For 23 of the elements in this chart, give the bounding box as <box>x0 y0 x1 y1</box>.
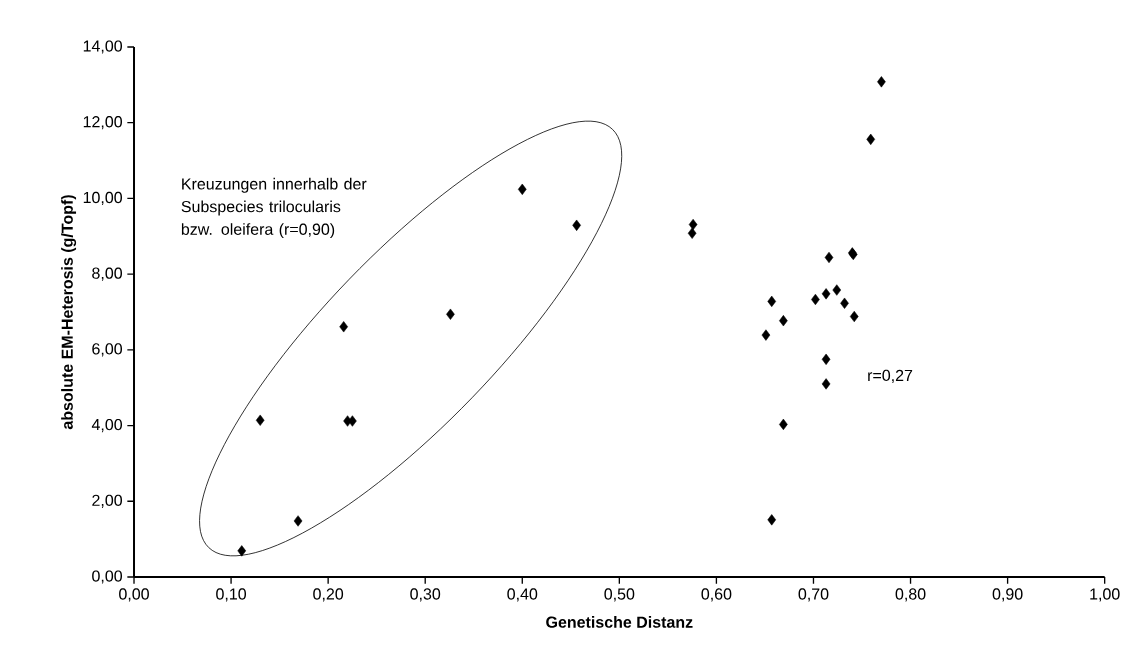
y-tick-label: 10,00 <box>83 191 123 206</box>
y-tick-label: 12,00 <box>83 116 123 130</box>
x-axis-title: Genetische Distanz <box>546 616 693 628</box>
y-tick-label: 6,00 <box>92 343 123 357</box>
y-tick-label: 14,00 <box>83 40 123 54</box>
x-tick-label: 0,50 <box>604 588 635 602</box>
annotation: r=0,27 <box>868 369 913 383</box>
x-tick-label: 0,60 <box>701 588 732 602</box>
y-tick-label: 0,00 <box>92 570 123 584</box>
x-tick-label: 0,40 <box>507 588 538 602</box>
x-tick-label: 1,00 <box>1090 588 1120 602</box>
y-tick-label: 4,00 <box>91 418 123 433</box>
x-tick-label: 0,00 <box>119 588 149 602</box>
x-tick-label: 0,20 <box>313 588 344 602</box>
y-axis-title: absolute EM-Heterosis (g/Topf) <box>61 195 77 430</box>
y-tick-label: 8,00 <box>92 267 123 281</box>
x-tick-label: 0,80 <box>895 588 926 602</box>
annotation: Kreuzungen innerhalb der Subspecies trilocularis bzw. oleifera (r=0,90) <box>181 177 367 239</box>
y-tick-label: 2,00 <box>92 494 123 508</box>
x-tick-label: 0,70 <box>798 588 829 602</box>
x-tick-label: 0,10 <box>216 588 247 602</box>
x-tick-label: 0,30 <box>410 588 441 602</box>
x-tick-label: 0,90 <box>992 588 1023 602</box>
